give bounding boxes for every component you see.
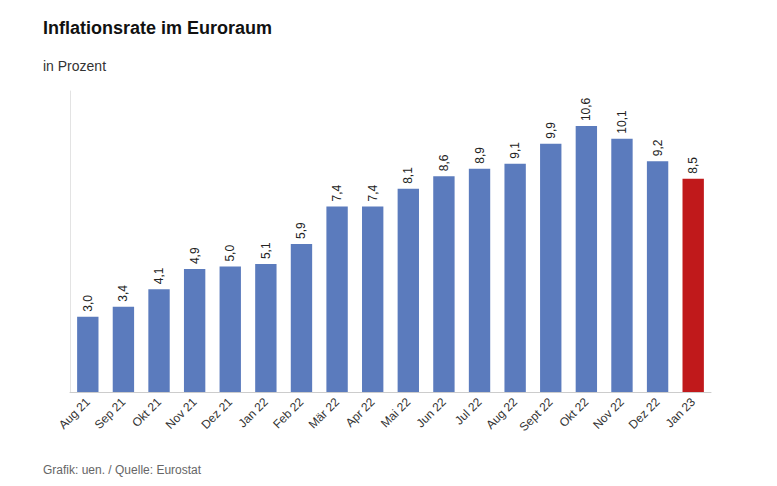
svg-text:Aug 22: Aug 22 (483, 395, 520, 432)
svg-text:Nov 22: Nov 22 (590, 395, 627, 432)
svg-text:Okt 22: Okt 22 (556, 395, 591, 430)
svg-text:5,0: 5,0 (223, 245, 237, 262)
svg-text:Inflationsrate im Euroraum: Inflationsrate im Euroraum (43, 18, 272, 38)
svg-text:9,1: 9,1 (508, 142, 522, 159)
svg-text:Nov 21: Nov 21 (163, 395, 200, 432)
svg-text:Dez 22: Dez 22 (626, 395, 663, 432)
svg-text:7,4: 7,4 (366, 184, 380, 201)
svg-text:Jan 23: Jan 23 (663, 395, 699, 431)
svg-text:Mai 22: Mai 22 (378, 395, 414, 431)
svg-text:8,1: 8,1 (401, 167, 415, 184)
svg-text:5,1: 5,1 (259, 242, 273, 259)
svg-text:Mär 22: Mär 22 (306, 395, 343, 432)
svg-text:3,0: 3,0 (81, 295, 95, 312)
svg-text:4,9: 4,9 (188, 247, 202, 264)
svg-text:Sep 21: Sep 21 (92, 395, 129, 432)
svg-text:8,6: 8,6 (437, 154, 451, 171)
svg-text:Sept 22: Sept 22 (517, 395, 556, 434)
svg-text:8,9: 8,9 (473, 147, 487, 164)
svg-text:5,9: 5,9 (294, 222, 308, 239)
svg-text:10,1: 10,1 (615, 110, 629, 134)
svg-text:Jul 22: Jul 22 (452, 395, 485, 428)
svg-text:Jan 22: Jan 22 (235, 395, 271, 431)
svg-text:9,9: 9,9 (544, 122, 558, 139)
svg-text:Aug 21: Aug 21 (56, 395, 93, 432)
svg-text:Jun 22: Jun 22 (414, 395, 450, 431)
svg-text:10,6: 10,6 (579, 97, 593, 121)
svg-text:Apr 22: Apr 22 (343, 395, 378, 430)
svg-text:Okt 21: Okt 21 (129, 395, 164, 430)
svg-text:7,4: 7,4 (330, 184, 344, 201)
svg-text:Dez 21: Dez 21 (198, 395, 235, 432)
svg-text:8,5: 8,5 (686, 157, 700, 174)
svg-text:3,4: 3,4 (116, 285, 130, 302)
svg-text:Grafik: uen. / Quelle: Eurosta: Grafik: uen. / Quelle: Eurostat (43, 463, 202, 477)
svg-text:Feb 22: Feb 22 (270, 395, 307, 432)
svg-text:in Prozent: in Prozent (43, 58, 106, 74)
svg-text:4,1: 4,1 (152, 267, 166, 284)
svg-text:9,2: 9,2 (651, 139, 665, 156)
